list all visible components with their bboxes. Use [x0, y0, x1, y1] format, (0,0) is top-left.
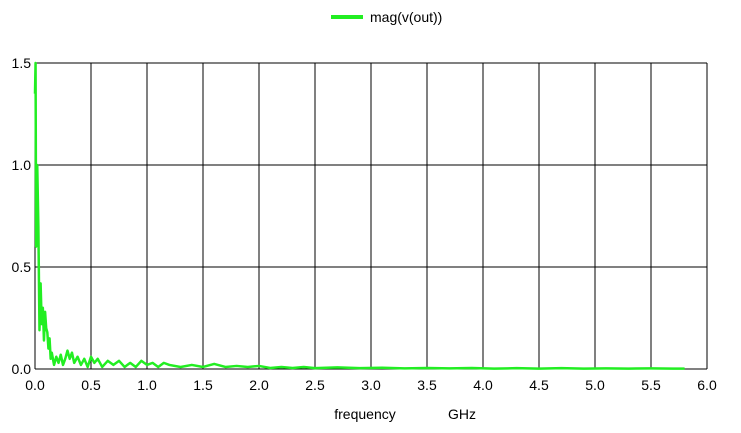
x-tick-label: 0.5	[81, 377, 101, 393]
legend-label-mag-v-out: mag(v(out))	[370, 9, 442, 25]
series-layer	[33, 61, 685, 370]
x-tick-label: 1.0	[137, 377, 157, 393]
y-tick-label: 1.5	[12, 55, 32, 71]
plot-area	[33, 61, 708, 370]
y-tick-label: 0.0	[12, 361, 32, 377]
x-tick-label: 2.0	[249, 377, 269, 393]
x-tick-label: 1.5	[193, 377, 213, 393]
y-tick-labels: 0.0 0.5 1.0 1.5	[12, 55, 32, 377]
x-tick-labels: 0.0 0.5 1.0 1.5 2.0 2.5 3.0 3.5 4.0 4.5 5.0 5.5 6.0	[25, 377, 717, 393]
x-tick-label: 2.5	[305, 377, 325, 393]
x-tick-label: 0.0	[25, 377, 45, 393]
series-line-0	[33, 61, 685, 370]
grid	[34, 62, 708, 370]
x-tick-label: 6.0	[697, 377, 717, 393]
y-tick-label: 1.0	[12, 157, 32, 173]
x-tick-label: 5.5	[641, 377, 661, 393]
x-tick-label: 4.5	[529, 377, 549, 393]
x-tick-label: 3.5	[417, 377, 437, 393]
x-tick-label: 4.0	[473, 377, 493, 393]
y-tick-label: 0.5	[12, 259, 32, 275]
legend: mag(v(out))	[331, 9, 442, 25]
x-tick-label: 5.0	[585, 377, 605, 393]
x-axis-label: frequency	[334, 406, 395, 422]
x-axis-unit: GHz	[448, 406, 476, 422]
x-tick-label: 3.0	[361, 377, 381, 393]
